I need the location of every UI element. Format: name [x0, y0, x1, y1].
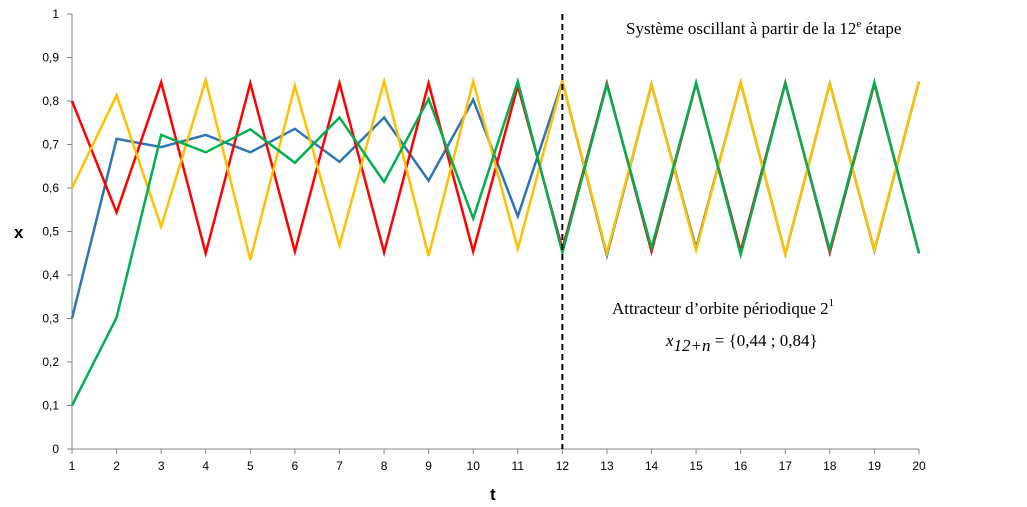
- x-tick-label: 11: [512, 459, 525, 473]
- x-tick-label: 3: [158, 459, 165, 473]
- x-axis-title: t: [490, 485, 496, 504]
- y-tick-label: 0,1: [42, 399, 59, 413]
- oscillation-annotation-text: Système oscillant à partir de la 12: [626, 19, 856, 38]
- x-tick-label: 8: [381, 459, 388, 473]
- x-tick-label: 6: [292, 459, 299, 473]
- x-tick-label: 19: [868, 459, 882, 473]
- y-axis-title: x: [14, 223, 24, 242]
- y-tick-label: 0,9: [42, 51, 59, 65]
- oscillation-annotation: Système oscillant à partir de la 12e éta…: [626, 18, 901, 38]
- x-tick-label: 5: [247, 459, 254, 473]
- attractor-formula-sub: 12+n: [674, 336, 711, 355]
- attractor-formula: x12+n = {0,44 ; 0,84}: [665, 331, 818, 355]
- attractor-annotation: Attracteur d’orbite périodique 21: [612, 297, 834, 318]
- series-lines: [70, 75, 921, 407]
- y-tick-label: 0,6: [42, 181, 59, 195]
- x-tick-label: 18: [823, 459, 837, 473]
- series-line-3: [70, 75, 921, 261]
- x-tick-label: 10: [467, 459, 481, 473]
- y-tick-label: 1: [52, 7, 59, 21]
- x-tick-label: 16: [734, 459, 748, 473]
- y-tick-label: 0,4: [42, 268, 59, 282]
- x-tick-label: 4: [202, 459, 209, 473]
- y-tick-label: 0,7: [42, 138, 59, 152]
- attractor-formula-var: x: [665, 331, 674, 350]
- x-tick-label: 12: [556, 459, 570, 473]
- x-tick-label: 13: [600, 459, 614, 473]
- oscillation-annotation-tail: étape: [861, 19, 901, 38]
- x-tick-label: 14: [645, 459, 659, 473]
- series-line-1: [70, 76, 921, 319]
- x-tick-label: 15: [689, 459, 703, 473]
- x-tick-label: 2: [113, 459, 120, 473]
- x-tick-label: 20: [912, 459, 926, 473]
- y-tick-label: 0,5: [42, 225, 59, 239]
- oscillation-annotation-sup: e: [856, 18, 861, 30]
- y-tick-label: 0,3: [42, 312, 59, 326]
- x-tick-label: 9: [425, 459, 432, 473]
- y-tick-labels: 0 0,1 0,2 0,3 0,4 0,5 0,6 0,7 0,8 0,9 1: [42, 7, 72, 456]
- attractor-formula-rest: = {0,44 ; 0,84}: [711, 331, 818, 350]
- x-tick-labels: 1 2 3 4 5 6 7 8 9 10 11 12 13 14 15 16 17 18 19 20: [69, 449, 926, 473]
- y-tick-label: 0: [52, 442, 59, 456]
- attractor-annotation-sup: 1: [829, 297, 835, 309]
- x-tick-label: 7: [336, 459, 343, 473]
- series-line-4: [70, 76, 921, 407]
- x-tick-label: 1: [69, 459, 76, 473]
- attractor-annotation-text: Attracteur d’orbite périodique 2: [612, 299, 829, 318]
- y-tick-label: 0,2: [42, 355, 59, 369]
- x-tick-label: 17: [779, 459, 793, 473]
- y-tick-label: 0,8: [42, 94, 59, 108]
